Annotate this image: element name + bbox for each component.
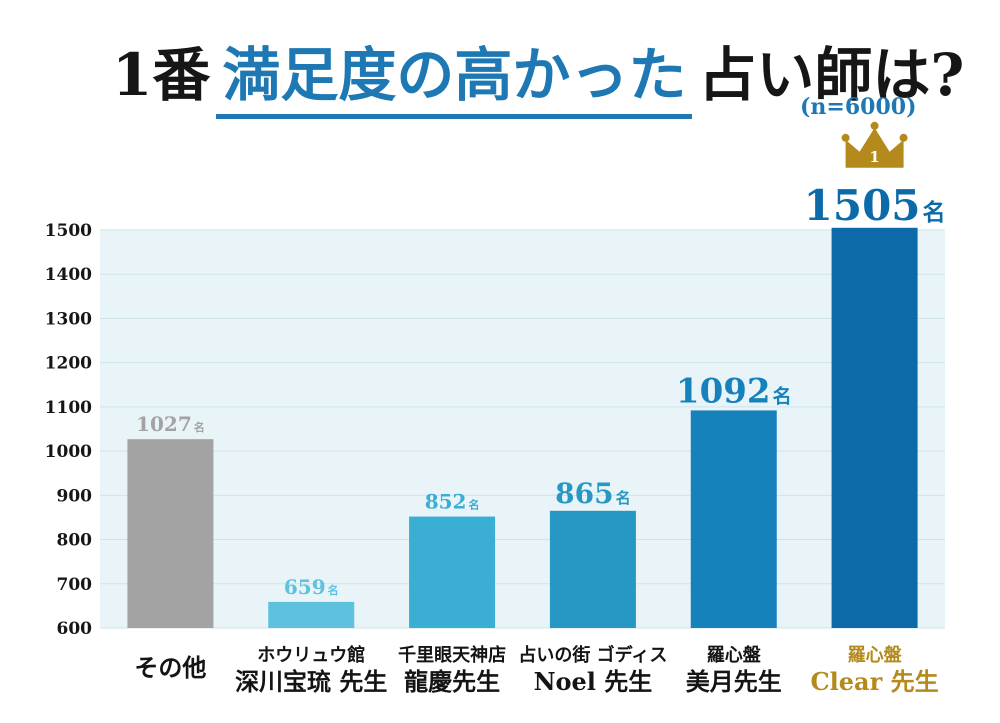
y-tick-label: 1300 bbox=[45, 309, 92, 329]
y-tick-label: 1100 bbox=[45, 398, 92, 418]
x-tick-label-line1: 羅心盤 bbox=[847, 645, 902, 666]
x-tick-label-line2: 深川宝琉 先生 bbox=[235, 667, 388, 696]
y-tick-label: 1400 bbox=[45, 265, 92, 285]
x-tick-label: 占いの街 ゴディス Noel 先生 bbox=[513, 645, 673, 697]
y-tick-label: 800 bbox=[57, 531, 93, 551]
crown-icon bbox=[841, 121, 908, 168]
data-label: 852 名 bbox=[425, 490, 480, 514]
data-label: 659 名 bbox=[284, 575, 339, 599]
data-label: 1092 名 bbox=[676, 371, 792, 411]
x-tick-label: ホウリュウ館 深川宝琉 先生 bbox=[231, 645, 391, 697]
x-tick-label: 千里眼天神店 龍慶先生 bbox=[372, 645, 532, 697]
bar bbox=[268, 601, 355, 628]
x-tick-label-line2: その他 bbox=[134, 653, 207, 682]
data-label: 1505名 bbox=[804, 181, 946, 230]
title-highlight: 満足度の高かった bbox=[216, 28, 693, 119]
y-tick-label: 600 bbox=[57, 619, 93, 639]
bar bbox=[831, 227, 918, 629]
bar bbox=[127, 439, 214, 628]
x-tick-label-line2: Noel 先生 bbox=[533, 667, 653, 696]
y-tick-label: 1200 bbox=[45, 354, 92, 374]
y-tick-label: 1000 bbox=[45, 442, 92, 462]
y-tick-label: 700 bbox=[57, 575, 93, 595]
x-tick-label-line1: 千里眼天神店 bbox=[398, 645, 507, 666]
x-tick-label-line1: 占いの街 ゴディス bbox=[518, 645, 668, 666]
rank-number: 1 bbox=[869, 148, 879, 166]
x-tick-label: 羅心盤 美月先生 bbox=[654, 645, 814, 697]
data-label: 865 名 bbox=[555, 477, 630, 510]
y-tick-label: 1500 bbox=[45, 221, 92, 241]
data-label: 1027 名 bbox=[136, 412, 205, 436]
x-tick-label-line1: 羅心盤 bbox=[706, 645, 761, 666]
page-title: 1番 満足度の高かった 占い師は? bbox=[112, 28, 964, 119]
sample-size: (n=6000) bbox=[800, 94, 917, 120]
bar bbox=[409, 516, 496, 628]
plot-area bbox=[100, 230, 945, 628]
title-prefix: 1番 bbox=[112, 41, 211, 109]
title-suffix: 占い師は? bbox=[698, 41, 965, 109]
x-tick-label: 羅心盤 Clear 先生 bbox=[795, 645, 955, 697]
bar bbox=[549, 510, 636, 628]
y-tick-label: 900 bbox=[57, 486, 93, 506]
x-tick-label-line2: 龍慶先生 bbox=[404, 667, 501, 696]
x-tick-label-line1: ホウリュウ館 bbox=[257, 645, 366, 666]
x-tick-label-line2: 美月先生 bbox=[685, 667, 782, 696]
x-tick-label-line2: Clear 先生 bbox=[810, 667, 939, 696]
title-row: 1番 満足度の高かった 占い師は? (n=6000) bbox=[0, 28, 1000, 120]
x-tick-label: その他 bbox=[90, 645, 250, 683]
bar bbox=[690, 410, 777, 628]
